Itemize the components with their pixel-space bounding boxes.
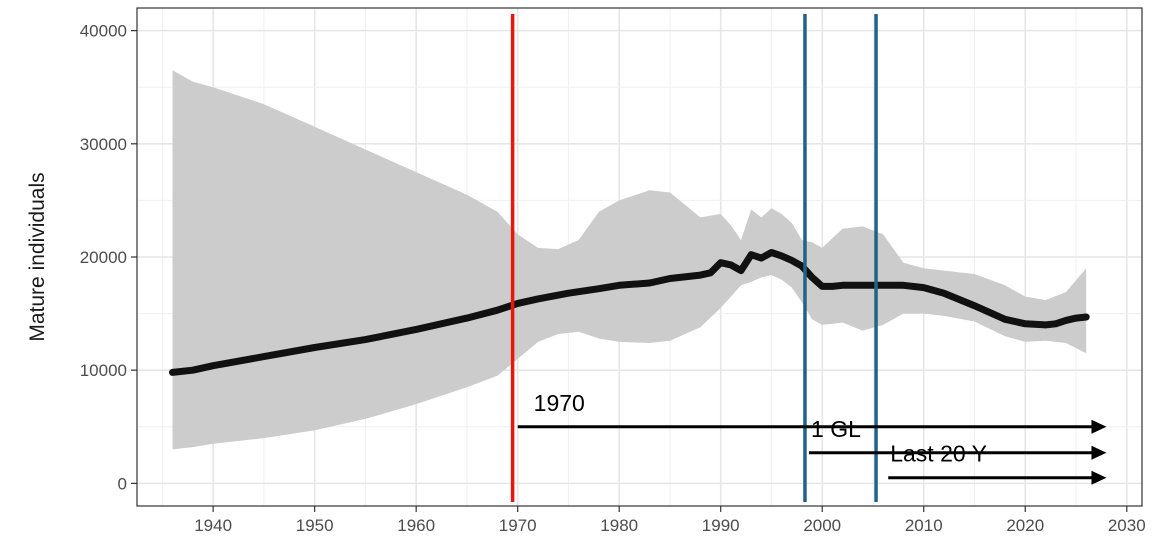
x-tick-label: 1940 [194,516,232,535]
y-tick-label: 30000 [80,135,127,154]
y-tick-label: 40000 [80,22,127,41]
y-tick-label: 10000 [80,361,127,380]
arrowhead-2 [1091,445,1107,460]
x-tick-label: 1970 [499,516,537,535]
x-tick-label: 2030 [1108,516,1146,535]
y-tick-label: 0 [118,474,127,493]
y-tick-label: 20000 [80,248,127,267]
x-tick-label: 1980 [600,516,638,535]
x-tick-label: 2020 [1006,516,1044,535]
x-tick-label: 1990 [702,516,740,535]
x-tick-label: 2000 [803,516,841,535]
arrowhead-1 [1091,470,1107,485]
annotation-label: 1970 [534,390,585,416]
x-tick-label: 2010 [905,516,943,535]
arrowhead-3 [1091,419,1107,434]
x-tick-label: 1960 [397,516,435,535]
confidence-band [172,70,1087,450]
y-axis-title: Mature individuals [26,172,49,341]
reference-lines [510,14,878,502]
median-line [169,249,1090,376]
x-tick-label: 1950 [296,516,334,535]
annotation-label: 1 GL [811,416,861,442]
axis-ticks: 1940 1950 1960 1970 1980 1990 2000 2010 2020 2030… [80,22,1146,535]
